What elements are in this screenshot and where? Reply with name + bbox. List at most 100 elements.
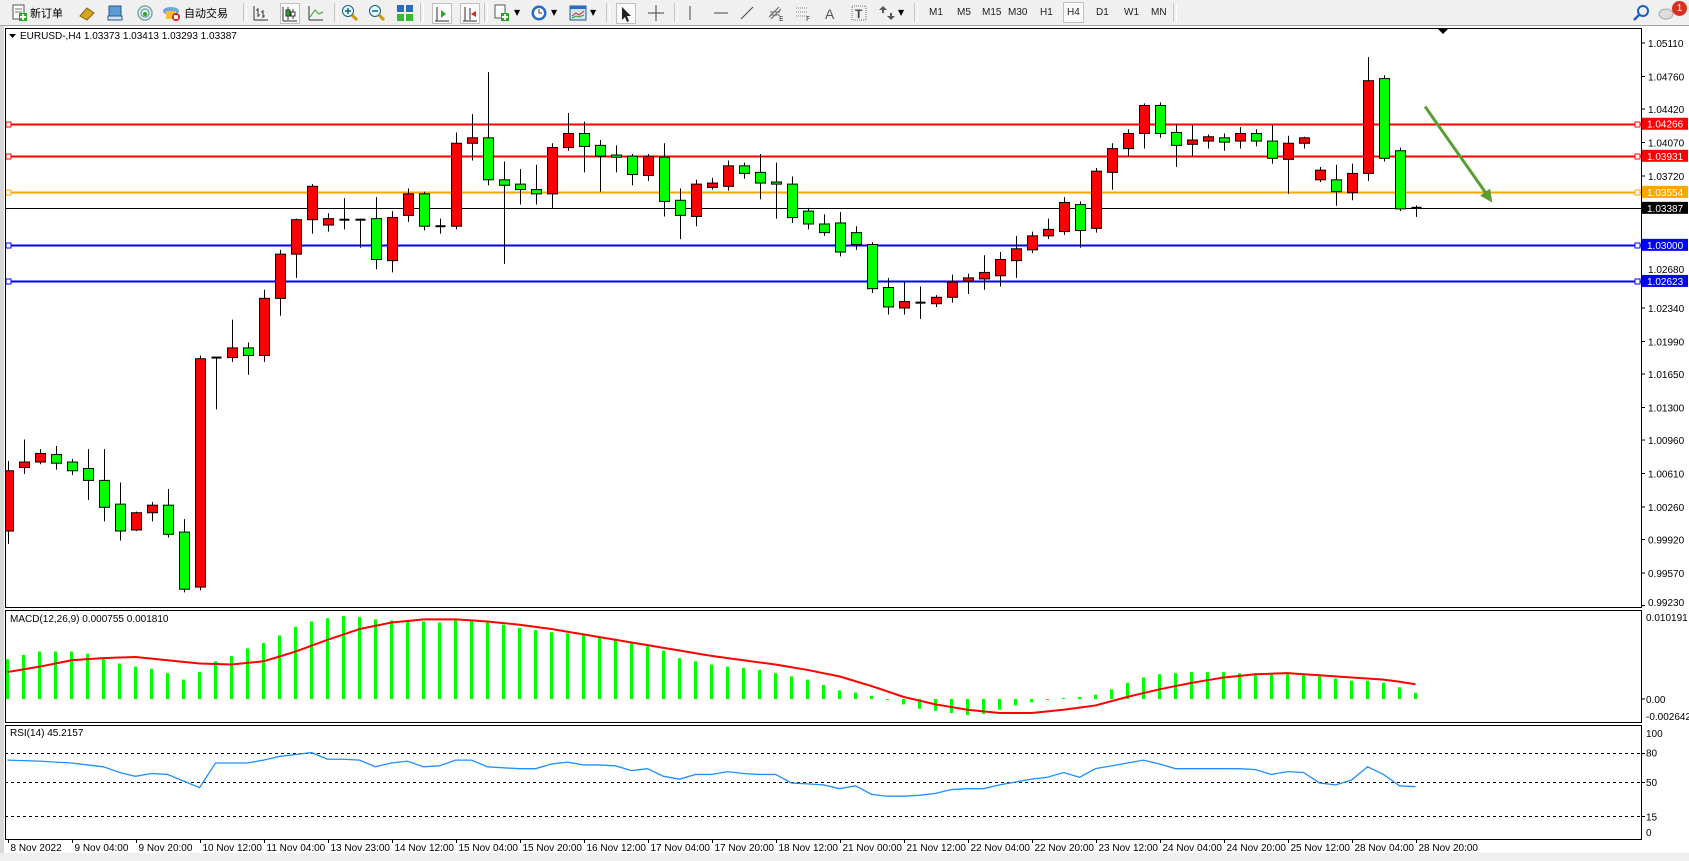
timeframe-w1[interactable]: W1 bbox=[1124, 7, 1139, 18]
price-axis-label: 1.01650 bbox=[1648, 370, 1685, 381]
macd-histogram-bar bbox=[1350, 680, 1353, 699]
macd-histogram-bar bbox=[774, 673, 777, 699]
timeframe-h4[interactable]: H4 bbox=[1063, 2, 1084, 23]
zoom-out-button[interactable] bbox=[368, 3, 386, 22]
toolbar: 新订单 自动交易 ▼ ▼ ▼ E F A T ▼ M1 M5 M15 M30 H… bbox=[0, 0, 1689, 26]
text-label-button[interactable]: T bbox=[850, 3, 868, 22]
templates-button[interactable]: ▼ bbox=[569, 3, 596, 22]
crosshair-button[interactable] bbox=[647, 3, 665, 22]
price-line-label: 1.04266 bbox=[1647, 120, 1684, 131]
price-axis-label: 1.04070 bbox=[1648, 138, 1685, 149]
rsi-axis-label: 100 bbox=[1646, 729, 1663, 740]
candle-bearish bbox=[163, 504, 174, 535]
line-chart-button[interactable] bbox=[307, 3, 325, 22]
signals-button[interactable] bbox=[136, 3, 154, 22]
market-watch-button[interactable] bbox=[106, 3, 124, 22]
text-button[interactable]: A bbox=[821, 3, 839, 22]
auto-scroll-button[interactable] bbox=[432, 3, 452, 24]
zoom-in-button[interactable] bbox=[341, 3, 359, 22]
price-axis-label: 1.02340 bbox=[1648, 304, 1685, 315]
collapse-triangle-icon bbox=[9, 34, 16, 38]
search-button[interactable] bbox=[1632, 3, 1650, 22]
rsi-axis-label: 80 bbox=[1646, 749, 1658, 760]
candle-bullish bbox=[19, 461, 30, 468]
macd-histogram-bar bbox=[118, 663, 121, 699]
macd-panel-border bbox=[5, 610, 1642, 723]
price-axis-label: 1.04420 bbox=[1648, 105, 1685, 116]
new-order-icon bbox=[12, 4, 27, 21]
periods-button[interactable]: ▼ bbox=[530, 3, 557, 22]
macd-histogram-bar bbox=[1190, 672, 1193, 699]
horizontal-line-button[interactable] bbox=[712, 3, 730, 22]
macd-histogram-bar bbox=[758, 669, 761, 699]
timeframe-m5[interactable]: M5 bbox=[957, 7, 971, 18]
timeframe-d1[interactable]: D1 bbox=[1096, 7, 1109, 18]
time-axis-label: 23 Nov 12:00 bbox=[1099, 843, 1159, 854]
candle-bullish bbox=[307, 185, 318, 221]
macd-label: MACD(12,26,9) 0.000755 0.001810 bbox=[10, 614, 169, 625]
timeframe-m15[interactable]: M15 bbox=[982, 7, 1002, 18]
cursor-button[interactable] bbox=[616, 3, 636, 24]
macd-histogram-bar bbox=[1302, 674, 1305, 699]
macd-histogram-bar bbox=[262, 643, 265, 699]
macd-histogram-bar bbox=[1366, 680, 1369, 699]
macd-histogram-bar bbox=[214, 661, 217, 699]
candle-bearish bbox=[67, 461, 78, 472]
price-axis-label: 1.03720 bbox=[1648, 172, 1685, 183]
macd-histogram-bar bbox=[358, 617, 361, 699]
macd-histogram-bar bbox=[1142, 677, 1145, 699]
price-line-label-bg bbox=[1642, 185, 1688, 198]
fibonacci-expansion-button[interactable]: E bbox=[767, 3, 785, 22]
trendline-button[interactable] bbox=[738, 3, 756, 22]
auto-trading-button[interactable]: 自动交易 bbox=[162, 3, 228, 22]
price-line-label: 1.03387 bbox=[1647, 204, 1684, 215]
candle-bullish bbox=[931, 296, 942, 305]
candlestick-button[interactable] bbox=[280, 3, 300, 24]
candle-bullish bbox=[1315, 169, 1326, 181]
zoom-out-icon bbox=[369, 4, 386, 21]
macd-histogram-bar bbox=[918, 699, 921, 709]
macd-histogram-bar bbox=[694, 661, 697, 699]
chart-shift-button[interactable] bbox=[460, 3, 480, 24]
candle-bullish bbox=[1139, 104, 1150, 135]
macd-histogram-bar bbox=[678, 658, 681, 699]
timeframe-h1[interactable]: H1 bbox=[1040, 7, 1053, 18]
price-line-label-bg bbox=[1642, 238, 1688, 251]
time-axis-label: 24 Nov 20:00 bbox=[1227, 843, 1287, 854]
tile-windows-button[interactable] bbox=[396, 3, 414, 22]
candle-bearish bbox=[803, 210, 814, 225]
price-line-label-bg bbox=[1642, 201, 1688, 214]
candle-bullish bbox=[707, 182, 718, 188]
macd-histogram-bar bbox=[1270, 673, 1273, 699]
arrows-button[interactable]: ▼ bbox=[879, 3, 904, 22]
vertical-line-button[interactable] bbox=[681, 3, 699, 22]
macd-histogram-bar bbox=[1110, 689, 1113, 699]
timeframe-m1[interactable]: M1 bbox=[929, 7, 943, 18]
timeframe-m30[interactable]: M30 bbox=[1008, 7, 1028, 18]
fibonacci-fan-button[interactable]: F bbox=[794, 3, 812, 22]
candle-bullish bbox=[643, 155, 654, 177]
history-button[interactable] bbox=[78, 3, 96, 22]
bar-chart-button[interactable] bbox=[252, 3, 270, 22]
indicators-button[interactable]: ▼ bbox=[493, 3, 520, 22]
macd-histogram-bar bbox=[390, 620, 393, 699]
candle-bearish bbox=[419, 193, 430, 227]
timeframe-mn[interactable]: MN bbox=[1151, 7, 1167, 18]
candle-bullish bbox=[467, 137, 478, 144]
candle-bullish bbox=[195, 358, 206, 588]
candle-bullish bbox=[1091, 170, 1102, 229]
candle-bullish bbox=[259, 297, 270, 356]
candle-bullish bbox=[1059, 201, 1070, 233]
macd-axis-label: -0.002642 bbox=[1646, 712, 1689, 723]
macd-histogram-bar bbox=[310, 621, 313, 699]
macd-axis-label: 0.010191 bbox=[1646, 613, 1688, 624]
candle-bullish bbox=[1283, 142, 1294, 160]
price-axis-label: 1.04760 bbox=[1648, 72, 1685, 83]
svg-text:F: F bbox=[806, 15, 810, 22]
chart-header: EURUSD-,H4 1.03373 1.03413 1.03293 1.033… bbox=[20, 31, 237, 42]
new-order-button[interactable]: 新订单 bbox=[10, 3, 63, 22]
macd-histogram-bar bbox=[630, 643, 633, 699]
candle-bullish bbox=[947, 281, 958, 298]
macd-histogram-bar bbox=[598, 637, 601, 699]
